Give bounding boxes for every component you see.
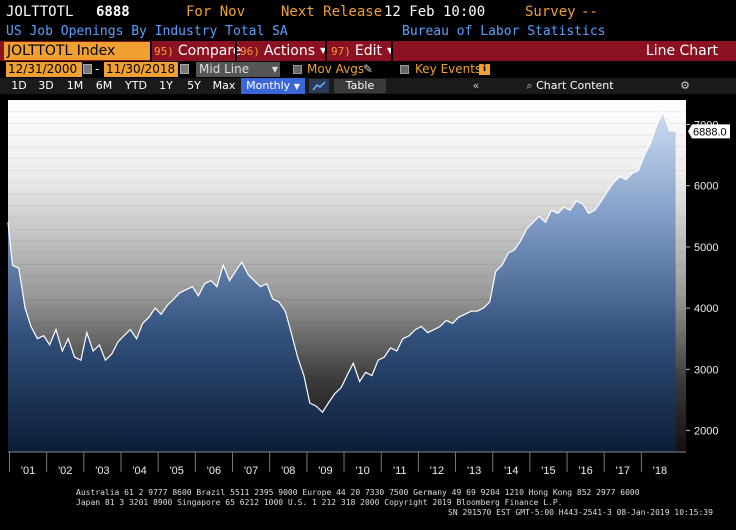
timeframe-1y[interactable]: 1Y [159, 79, 173, 92]
y-tick-label: 6000 [694, 181, 718, 193]
timeframe-1d[interactable]: 1D [11, 79, 27, 92]
frequency-label: Monthly [246, 79, 291, 92]
x-tick-label: '13 [467, 465, 481, 477]
chart-content-button[interactable]: ⌕ Chart Content [520, 78, 620, 94]
series-description: US Job Openings By Industry Total SA [6, 24, 288, 39]
y-tick-label: 5000 [694, 242, 718, 254]
mid-line-label: Mid Line [199, 62, 250, 76]
magnifier-icon: ⌕ [526, 79, 533, 92]
actions-menu[interactable]: 96) Actions ▼ [240, 41, 326, 61]
period-label: For Nov [186, 4, 246, 20]
survey-value: -- [581, 4, 598, 20]
actions-number: 96) [240, 45, 260, 58]
ticker-value: 6888 [96, 4, 130, 20]
x-tick-label: '03 [95, 465, 109, 477]
edit-menu[interactable]: 97)Edit ▼ [331, 41, 393, 61]
calendar-icon[interactable] [180, 64, 189, 74]
date-separator: - [95, 62, 100, 76]
key-events-label: Key Events [415, 62, 482, 76]
line-chart-icon[interactable] [309, 79, 329, 93]
header-row: JOLTTOTL 6888 For Nov Next Release 12 Fe… [0, 4, 736, 24]
toolbar-divider [150, 41, 152, 61]
edit-number: 97) [331, 45, 351, 58]
calendar-icon[interactable] [83, 64, 92, 74]
x-tick-label: '06 [207, 465, 221, 477]
y-tick-label: 2000 [694, 426, 718, 438]
key-events-checkbox[interactable] [400, 65, 409, 74]
compare-button[interactable]: 95) Compare [154, 41, 241, 61]
security-field[interactable]: JOLTTOTL Index [4, 42, 150, 60]
next-release-value: 12 Feb 10:00 [384, 4, 486, 20]
mov-avgs-checkbox[interactable] [293, 65, 302, 74]
timeframe-bar: 1D 3D 1M 6M YTD 1Y 5Y Max Monthly ▼ Tabl… [0, 78, 736, 94]
timeframe-1m[interactable]: 1M [66, 79, 84, 92]
last-value-label: 6888.0 [693, 126, 727, 138]
footer-contact-line-1: Australia 61 2 9777 8600 Brazil 5511 239… [76, 488, 640, 497]
gear-icon[interactable]: ⚙ [680, 79, 690, 92]
chart-content-label: Chart Content [536, 79, 614, 92]
edit-label: Edit [354, 43, 382, 59]
compare-number: 95) [154, 45, 174, 58]
toolbar-divider [325, 41, 327, 61]
survey-label: Survey [525, 4, 576, 20]
description-row: US Job Openings By Industry Total SA Bur… [0, 24, 736, 41]
next-release-label: Next Release [281, 4, 383, 20]
timeframe-5y[interactable]: 5Y [187, 79, 201, 92]
x-tick-label: '05 [170, 465, 184, 477]
series-area [8, 112, 676, 452]
series-line [7, 110, 676, 414]
table-button[interactable]: Table [334, 79, 386, 93]
x-tick-label: '18 [653, 465, 667, 477]
footer-session-line: SN 291570 EST GMT-5:00 H443-2541-3 08-Ja… [448, 508, 713, 517]
x-tick-label: '10 [355, 465, 369, 477]
x-tick-label: '15 [541, 465, 555, 477]
chevron-down-icon: ▼ [271, 65, 278, 74]
edit-caret-icon: ▼ [387, 46, 393, 55]
main-toolbar: JOLTTOTL Index 95) Compare 96) Actions ▼ 97… [0, 41, 736, 61]
x-tick-label: '09 [318, 465, 332, 477]
toolbar-divider [391, 41, 393, 61]
timeframe-3d[interactable]: 3D [38, 79, 54, 92]
x-tick-label: '14 [504, 465, 518, 477]
x-tick-label: '01 [21, 465, 35, 477]
actions-caret-icon: ▼ [320, 46, 327, 55]
chevron-down-icon: ▼ [293, 82, 300, 91]
x-tick-label: '16 [578, 465, 592, 477]
timeframe-ytd[interactable]: YTD [125, 79, 147, 92]
timeframe-max[interactable]: Max [212, 79, 236, 92]
x-tick-label: '11 [393, 465, 407, 477]
end-date-field[interactable]: 11/30/2018 [104, 62, 178, 77]
options-row: 12/31/2000 - 11/30/2018 Mid Line ▼ Mov Av… [0, 61, 736, 78]
ticker-code: JOLTTOTL [6, 4, 74, 20]
data-source: Bureau of Labor Statistics [402, 24, 606, 39]
footer-contact-line-2: Japan 81 3 3201 8900 Singapore 65 6212 1… [76, 498, 563, 507]
x-tick-label: '02 [58, 465, 72, 477]
x-tick-label: '04 [132, 465, 146, 477]
chart-type-title: Line Chart [645, 43, 718, 59]
start-date-field[interactable]: 12/31/2000 [6, 62, 82, 77]
collapse-left-icon[interactable]: « [472, 79, 480, 92]
mid-line-select[interactable]: Mid Line ▼ [196, 62, 280, 77]
line-chart: 2000300040005000600070006888.0'01'02'03'… [7, 99, 730, 482]
compare-label: Compare [177, 43, 242, 59]
info-icon[interactable]: i [479, 64, 490, 75]
pencil-icon[interactable]: ✎ [363, 62, 374, 76]
last-value-flag [688, 124, 730, 139]
actions-label: Actions [263, 43, 316, 59]
x-tick-label: '12 [430, 465, 444, 477]
mov-avgs-label: Mov Avgs [307, 62, 365, 76]
footer: Australia 61 2 9777 8600 Brazil 5511 239… [0, 488, 736, 530]
timeframe-6m[interactable]: 6M [95, 79, 113, 92]
x-tick-label: '17 [616, 465, 630, 477]
frequency-select[interactable]: Monthly ▼ [241, 78, 305, 94]
y-tick-label: 4000 [694, 303, 718, 315]
toolbar-divider [235, 41, 237, 61]
x-tick-label: '08 [281, 465, 295, 477]
y-tick-label: 3000 [694, 364, 718, 376]
x-tick-label: '07 [244, 465, 258, 477]
